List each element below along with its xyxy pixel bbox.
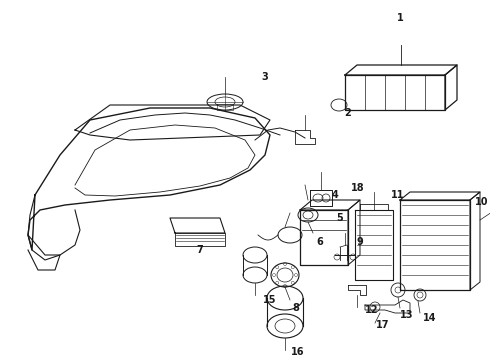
Text: 6: 6 — [317, 237, 323, 247]
Text: 14: 14 — [423, 313, 437, 323]
Text: 9: 9 — [357, 237, 364, 247]
Text: 15: 15 — [263, 295, 277, 305]
Text: 5: 5 — [337, 213, 343, 223]
Ellipse shape — [207, 94, 243, 110]
Text: 10: 10 — [475, 197, 489, 207]
Text: 2: 2 — [344, 108, 351, 118]
Text: 16: 16 — [291, 347, 305, 357]
Text: 17: 17 — [376, 320, 390, 330]
Text: 11: 11 — [391, 190, 405, 200]
Text: 13: 13 — [400, 310, 414, 320]
Text: 3: 3 — [262, 72, 269, 82]
Text: 12: 12 — [365, 305, 379, 315]
Text: 7: 7 — [196, 245, 203, 255]
Text: 1: 1 — [396, 13, 403, 23]
Text: 18: 18 — [351, 183, 365, 193]
Text: 8: 8 — [293, 303, 299, 313]
Text: 4: 4 — [332, 190, 339, 200]
